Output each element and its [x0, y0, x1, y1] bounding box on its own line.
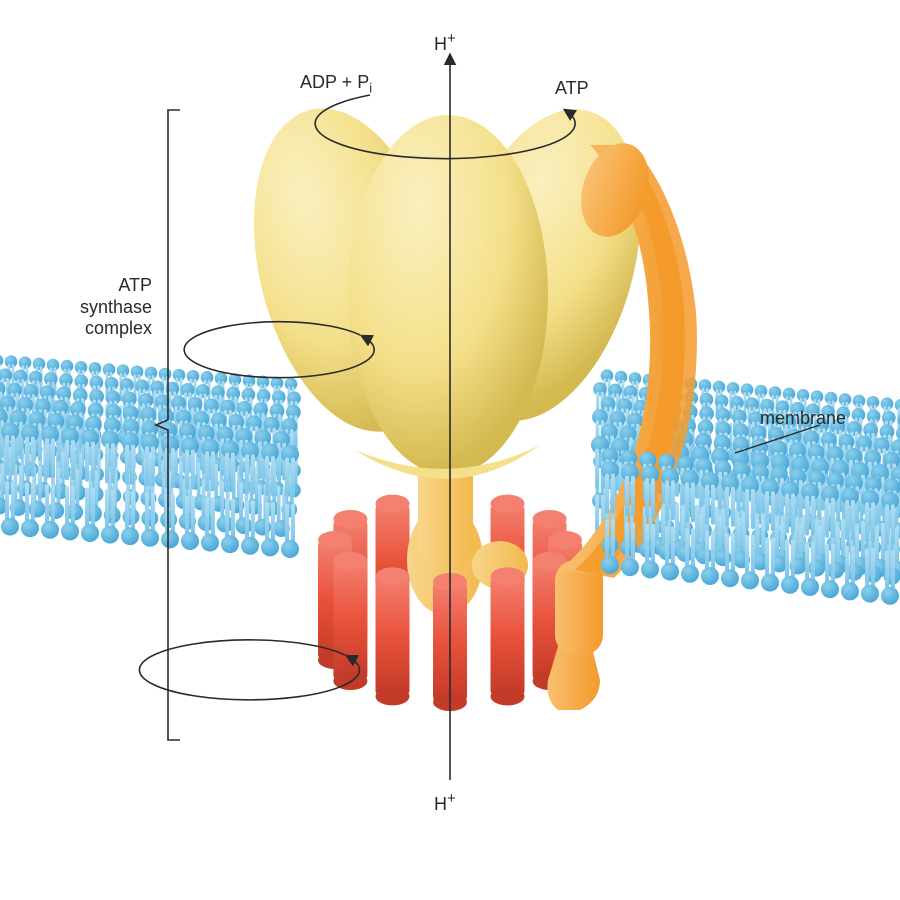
label-h-bottom: H+ — [434, 790, 456, 816]
label-adp: ADP + Pi — [300, 72, 372, 96]
label-membrane: membrane — [760, 408, 846, 430]
label-atp-synthase: ATP synthasecomplex — [52, 275, 152, 340]
label-h-top: H+ — [434, 30, 456, 56]
atp-synthase-diagram — [0, 0, 900, 900]
label-atp: ATP — [555, 78, 589, 100]
membrane-left — [0, 354, 301, 558]
